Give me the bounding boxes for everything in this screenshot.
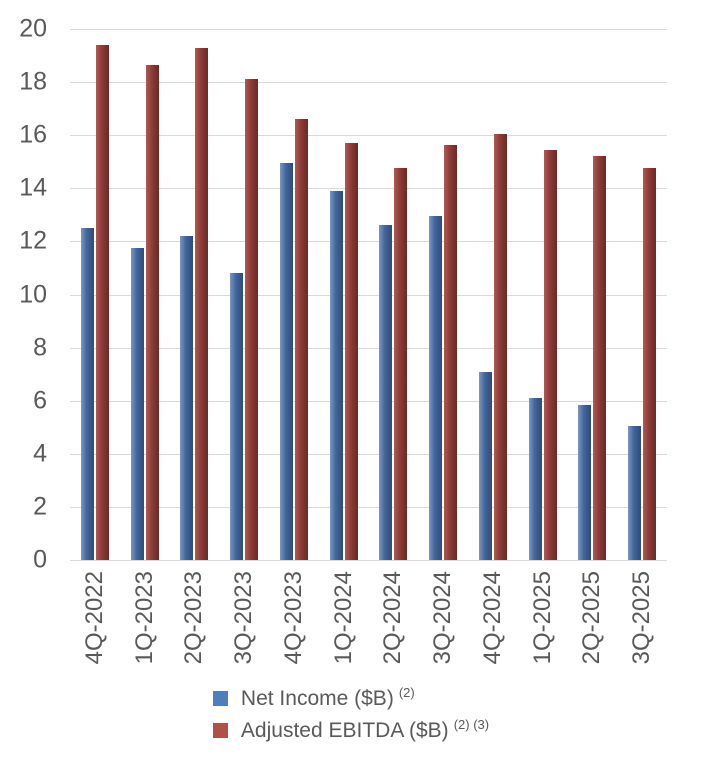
x-axis-label: 2Q-2023 — [180, 571, 208, 665]
x-axis-label: 2Q-2025 — [578, 571, 606, 665]
bar-net-income-b — [578, 404, 592, 560]
legend: Net Income ($B) (2) Adjusted EBITDA ($B)(… — [0, 685, 702, 743]
bar-net-income-b — [279, 163, 293, 560]
gridline — [70, 560, 667, 561]
y-tick-label: 12 — [19, 226, 47, 255]
y-tick-label: 8 — [33, 333, 47, 362]
legend-superscript: (2) (3) — [453, 717, 490, 733]
x-cell: 4Q-2022 — [70, 571, 120, 671]
legend-item-adjusted-ebitda: Adjusted EBITDA ($B) (2) (3) — [212, 717, 490, 743]
legend-text: Adjusted EBITDA ($B) — [240, 719, 449, 743]
x-axis-label: 4Q-2022 — [80, 571, 108, 665]
x-cell: 1Q-2025 — [518, 571, 568, 671]
bar-adjusted-ebitda-b — [543, 149, 557, 560]
y-tick-label: 6 — [33, 386, 47, 415]
bar-group-2q-2024 — [369, 29, 419, 560]
x-axis-label: 3Q-2023 — [230, 571, 258, 665]
bar-group-1q-2023 — [120, 29, 170, 560]
x-axis-label: 4Q-2024 — [478, 571, 506, 665]
bar-adjusted-ebitda-b — [344, 143, 358, 560]
y-tick-label: 10 — [19, 280, 47, 308]
x-cell: 2Q-2024 — [369, 571, 419, 671]
legend-swatch-net-income — [212, 690, 228, 706]
bar-adjusted-ebitda-b — [394, 168, 408, 560]
x-cell: 3Q-2023 — [219, 571, 269, 671]
y-tick-label: 16 — [19, 120, 47, 149]
y-tick-label: 0 — [33, 545, 47, 574]
gridline — [70, 294, 667, 296]
bar-group-3q-2024 — [418, 29, 468, 560]
gridline — [70, 506, 667, 508]
bar-adjusted-ebitda-b — [593, 156, 607, 560]
y-tick-label: 2 — [33, 492, 47, 521]
bar-net-income-b — [230, 273, 244, 560]
bar-group-2q-2025 — [568, 29, 618, 560]
bar-adjusted-ebitda-b — [444, 144, 458, 560]
legend-box: Net Income ($B) (2) Adjusted EBITDA ($B)(… — [212, 685, 490, 743]
bar-group-2q-2023 — [170, 29, 220, 560]
x-axis-label: 2Q-2024 — [379, 571, 407, 665]
bar-adjusted-ebitda-b — [493, 133, 507, 560]
gridline — [70, 241, 667, 243]
legend-item-net-income: Net Income ($B) (2) — [212, 685, 415, 710]
bar-net-income-b — [429, 216, 443, 560]
x-cell: 4Q-2023 — [269, 571, 319, 671]
y-tick-label: 20 — [19, 14, 47, 43]
bar-net-income-b — [478, 371, 492, 560]
legend-label-adjusted-ebitda: Adjusted EBITDA ($B) (2) (3) — [240, 717, 490, 743]
y-tick-label: 14 — [19, 173, 47, 202]
x-axis-label: 3Q-2024 — [429, 571, 457, 665]
bar-net-income-b — [180, 236, 194, 560]
x-cell: 4Q-2024 — [468, 571, 518, 671]
x-cell: 3Q-2024 — [418, 571, 468, 671]
bar-group-4q-2024 — [468, 29, 518, 560]
bar-net-income-b — [329, 190, 343, 560]
bar-group-1q-2025 — [518, 29, 568, 560]
bar-net-income-b — [379, 225, 393, 560]
gridline — [70, 82, 667, 84]
legend-superscript: (2) — [398, 685, 415, 700]
gridline — [70, 135, 667, 137]
bar-group-3q-2025 — [617, 29, 667, 560]
bar-adjusted-ebitda-b — [643, 168, 657, 560]
bar-net-income-b — [628, 425, 642, 560]
gridline — [70, 188, 667, 190]
gridline — [70, 400, 667, 402]
bar-group-1q-2024 — [319, 29, 369, 560]
bar-adjusted-ebitda-b — [95, 44, 109, 560]
bar-net-income-b — [80, 228, 94, 560]
bar-adjusted-ebitda-b — [294, 119, 308, 560]
gridline — [70, 29, 667, 30]
bar-group-3q-2023 — [219, 29, 269, 560]
x-cell: 1Q-2023 — [120, 571, 170, 671]
x-cell: 1Q-2024 — [319, 571, 369, 671]
y-tick-label: 18 — [19, 67, 47, 96]
bar-net-income-b — [130, 248, 144, 560]
x-axis-label: 3Q-2025 — [628, 571, 656, 665]
bar-adjusted-ebitda-b — [245, 79, 259, 560]
x-axis-label: 1Q-2025 — [528, 571, 556, 665]
legend-swatch-adjusted-ebitda — [212, 722, 228, 738]
x-axis-label: 1Q-2024 — [329, 571, 357, 665]
gridline — [70, 453, 667, 455]
bar-adjusted-ebitda-b — [195, 47, 209, 560]
x-cell: 3Q-2025 — [617, 571, 667, 671]
gridline — [70, 347, 667, 349]
legend-label-net-income: Net Income ($B) (2) — [240, 685, 415, 710]
bar-group-4q-2022 — [70, 29, 120, 560]
bar-group-4q-2023 — [269, 29, 319, 560]
x-cell: 2Q-2023 — [170, 571, 220, 671]
bar-net-income-b — [528, 398, 542, 560]
x-axis: 4Q-2022 1Q-2023 2Q-2023 3Q-2023 4Q-2023 1Q-20… — [70, 571, 667, 671]
x-axis-label: 1Q-2023 — [130, 571, 158, 665]
x-cell: 2Q-2025 — [568, 571, 618, 671]
plot-area — [70, 29, 667, 561]
legend-text: Net Income ($B) — [240, 687, 394, 710]
bar-adjusted-ebitda-b — [145, 64, 159, 560]
x-axis-label: 4Q-2023 — [279, 571, 307, 665]
y-axis: 0 2 4 6 8 10 12 14 16 18 20 — [0, 16, 47, 572]
y-tick-label: 4 — [33, 439, 47, 468]
